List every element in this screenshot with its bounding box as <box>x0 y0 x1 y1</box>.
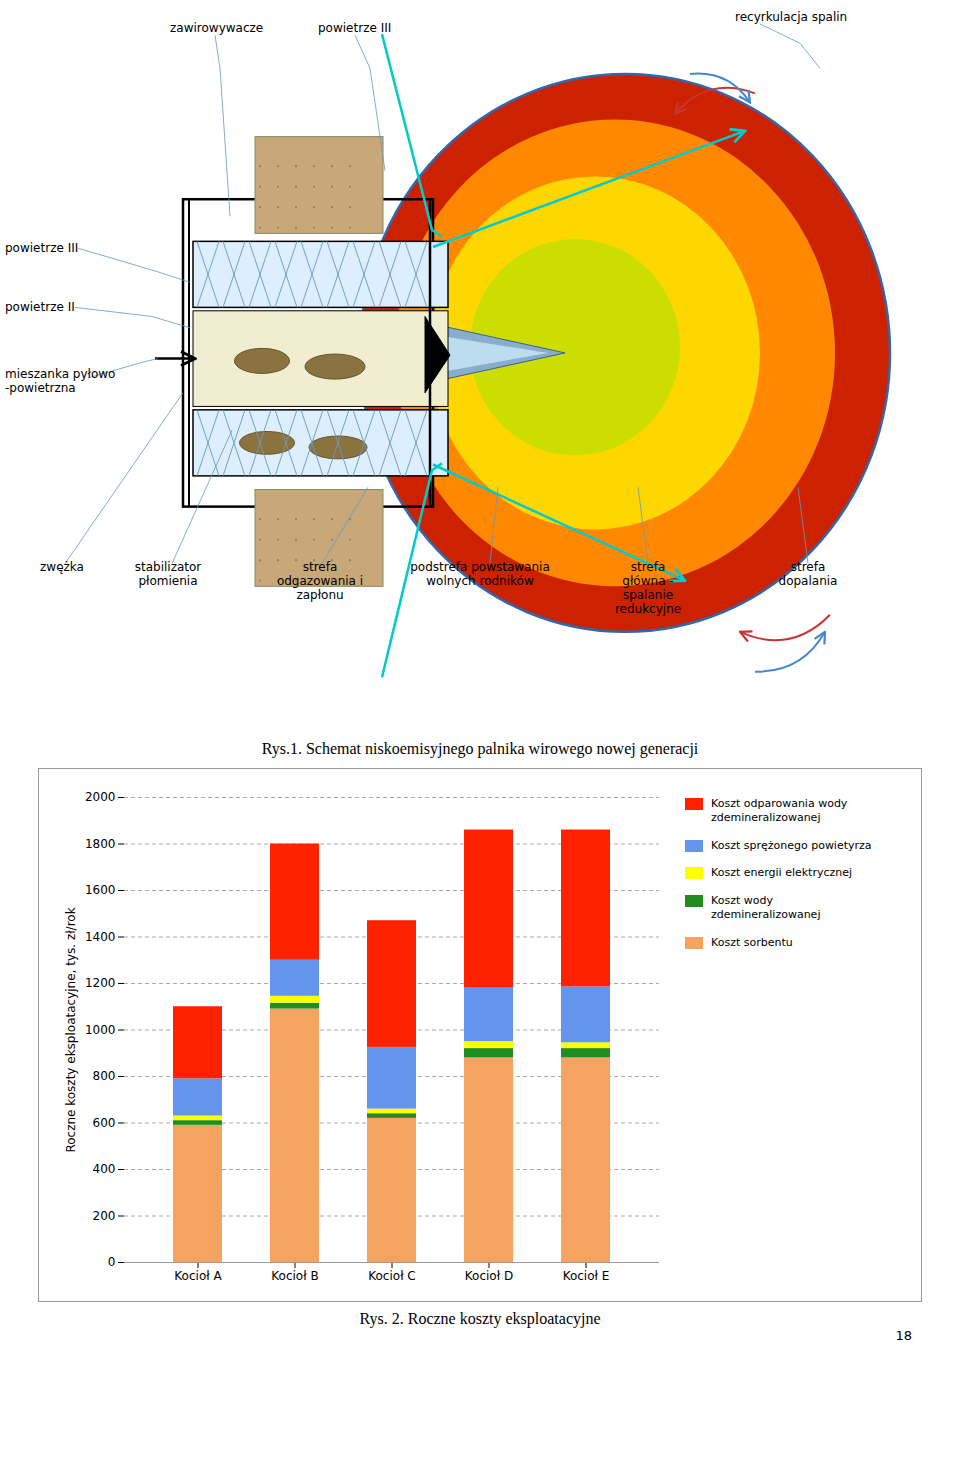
svg-text:Kocioł D: Kocioł D <box>465 1269 513 1283</box>
svg-text:powietrze III: powietrze III <box>5 241 78 255</box>
svg-text:powietrze II: powietrze II <box>5 300 75 314</box>
html-text:Koszt energii elektrycznej: Koszt energii elektrycznej <box>711 866 853 880</box>
svg-text:strefagłówna -spalanieredukcyj: strefagłówna -spalanieredukcyjne <box>615 560 681 616</box>
svg-text:strefadopalania: strefadopalania <box>779 560 838 588</box>
svg-text:800: 800 <box>93 1069 116 1083</box>
svg-text:podstrefa powstawaniawolnych r: podstrefa powstawaniawolnych rodników <box>410 560 550 588</box>
html-text:Rys. 2. Roczne koszty eksploat: Rys. 2. Roczne koszty eksploatacyjne <box>359 1310 601 1327</box>
svg-text:strefaodgazowania izapłonu: strefaodgazowania izapłonu <box>277 560 363 602</box>
svg-text:1400: 1400 <box>85 930 116 944</box>
html-text:Koszt wody zdemineralizowanej: Koszt wody zdemineralizowanej <box>711 894 821 921</box>
svg-text:200: 200 <box>93 1209 116 1223</box>
svg-text:2000: 2000 <box>85 790 116 804</box>
svg-text:Kocioł E: Kocioł E <box>563 1269 610 1283</box>
svg-text:mieszanka pyłowo-powietrzna: mieszanka pyłowo-powietrzna <box>5 367 115 395</box>
svg-text:stabilizatorpłomienia: stabilizatorpłomienia <box>135 560 202 588</box>
svg-text:Kocioł A: Kocioł A <box>174 1269 222 1283</box>
html-text:Koszt sprężonego powietyrza: Koszt sprężonego powietyrza <box>711 838 872 852</box>
svg-text:Roczne koszty eksploatacyjne,: Roczne koszty eksploatacyjne, tys. zł/ro… <box>64 907 78 1152</box>
html-text:Koszt sorbentu: Koszt sorbentu <box>711 935 793 949</box>
svg-text:1000: 1000 <box>85 1023 116 1037</box>
svg-text:400: 400 <box>93 1162 116 1176</box>
svg-text:zwężka: zwężka <box>40 560 84 574</box>
svg-text:1200: 1200 <box>85 976 116 990</box>
html-text:Rys.1. Schemat niskoemisyjnego: Rys.1. Schemat niskoemisyjnego palnika w… <box>261 740 699 757</box>
svg-text:600: 600 <box>93 1116 116 1130</box>
svg-text:Kocioł B: Kocioł B <box>271 1269 318 1283</box>
svg-text:0: 0 <box>108 1255 116 1269</box>
svg-text:powietrze III: powietrze III <box>318 21 391 35</box>
html-text:Koszt odparowania wody zdemine: Koszt odparowania wody zdemineralizowane… <box>711 797 848 824</box>
svg-text:zawirowywacze: zawirowywacze <box>170 21 263 35</box>
svg-text:1800: 1800 <box>85 837 116 851</box>
svg-text:1600: 1600 <box>85 883 116 897</box>
html-text:18: 18 <box>895 1328 912 1343</box>
svg-text:Kocioł C: Kocioł C <box>368 1269 416 1283</box>
svg-text:recyrkulacja spalin: recyrkulacja spalin <box>735 10 847 24</box>
